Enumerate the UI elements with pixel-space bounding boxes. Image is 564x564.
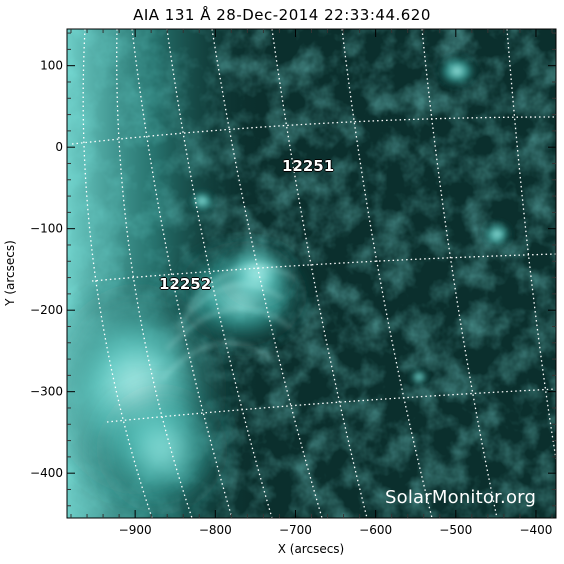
x-tick-label: −600 [359,523,392,537]
image-title: AIA 131 Å 28-Dec-2014 22:33:44.620 [133,6,431,24]
x-tick-label: −700 [279,523,312,537]
x-axis-ticks: −900 −800 −700 −600 −500 −400 [70,29,553,537]
active-region-label-12251: 12251 [282,157,335,175]
x-tick-label: −800 [199,523,232,537]
aia-131-solar-image [67,29,556,518]
y-tick-label: −200 [30,303,63,317]
y-tick-label: 0 [55,140,63,154]
y-axis-label: Y (arcsecs) [3,240,17,307]
y-axis-ticks: 100 0 −100 −200 −300 −400 [30,32,556,507]
x-tick-label: −400 [519,523,552,537]
heliographic-grid [71,29,556,518]
active-region-label-12252: 12252 [159,275,212,293]
plot-frame [66,28,557,519]
x-axis-label: X (arcsecs) [278,542,345,556]
y-tick-label: −300 [30,385,63,399]
y-tick-label: 100 [40,59,63,73]
x-tick-label: −900 [119,523,152,537]
y-tick-label: −100 [30,222,63,236]
x-tick-label: −500 [439,523,472,537]
solar-image-panel: 12251 12252 SolarMonitor.org [67,29,556,518]
y-tick-label: −400 [30,466,63,480]
watermark: SolarMonitor.org [385,487,537,508]
